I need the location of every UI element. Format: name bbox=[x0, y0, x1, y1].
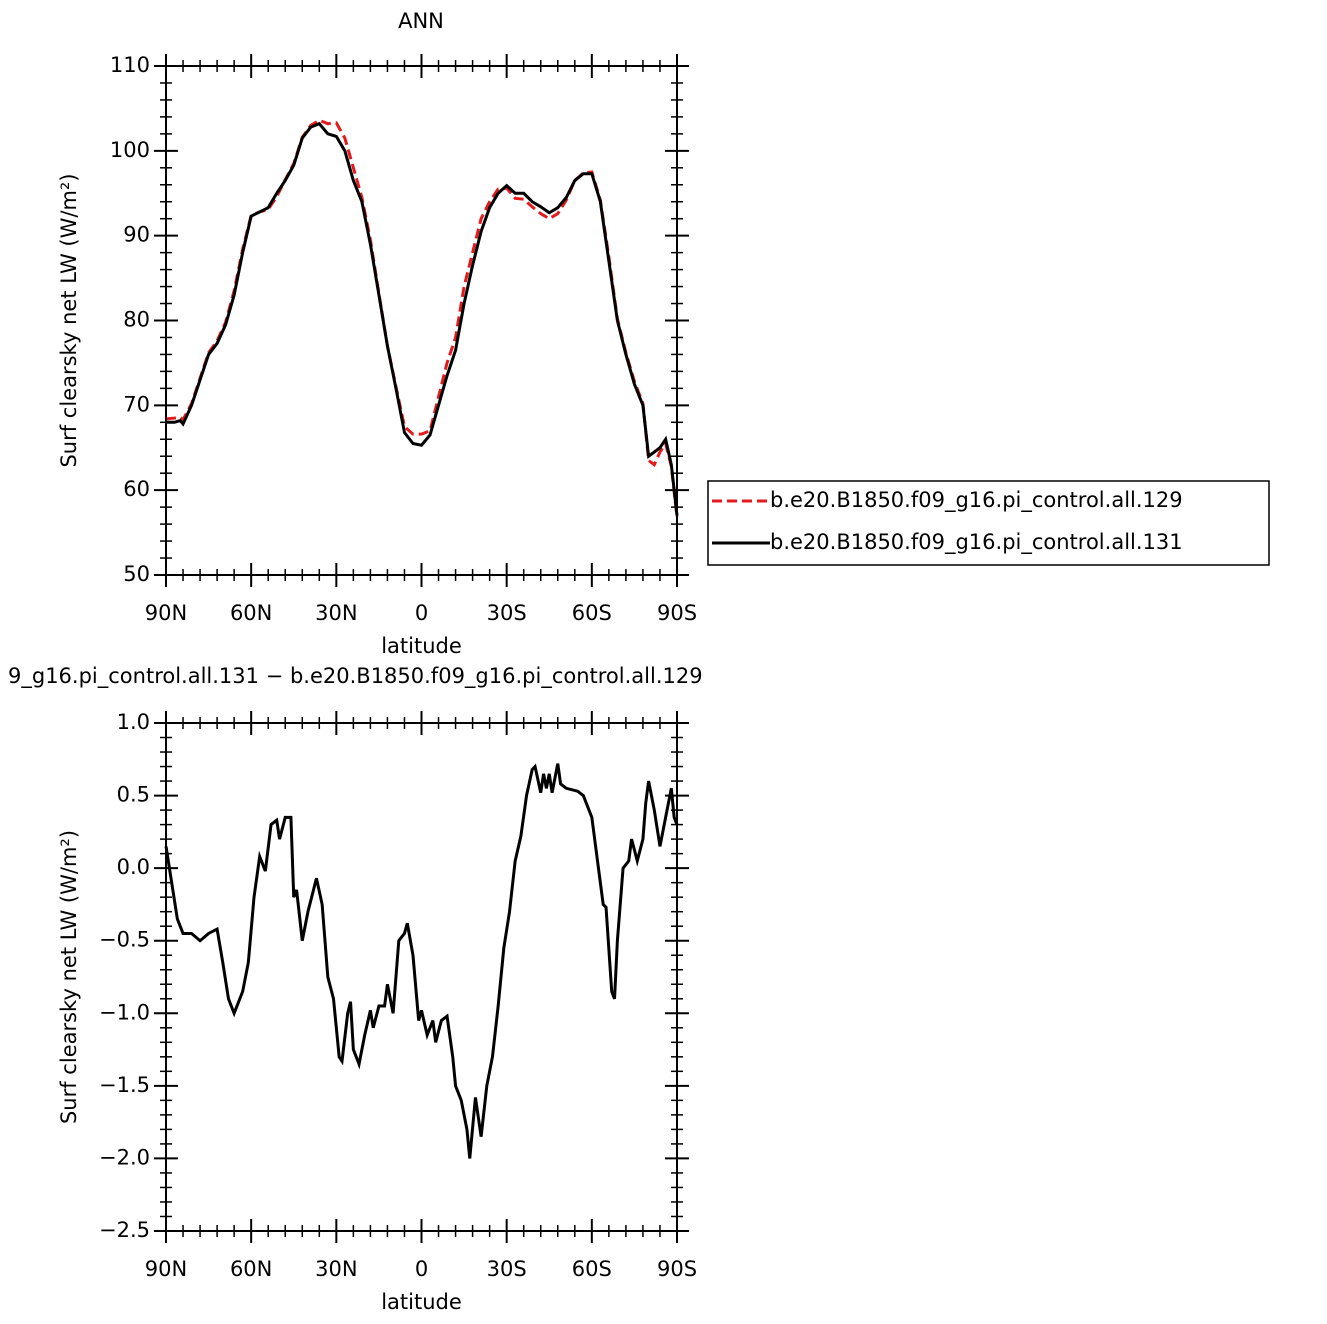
y-tick-label: 0.0 bbox=[117, 855, 150, 879]
y-tick-label: −1.5 bbox=[99, 1073, 150, 1097]
x-tick-label: 60S bbox=[572, 1257, 612, 1281]
x-tick-label: 30N bbox=[315, 601, 357, 625]
x-tick-label: 0 bbox=[415, 601, 428, 625]
data-line bbox=[164, 763, 679, 1159]
y-axis-label: Surf clearsky net LW (W/m²) bbox=[57, 173, 81, 467]
x-tick-label: 90S bbox=[657, 601, 697, 625]
y-tick-label: 60 bbox=[123, 477, 150, 501]
legend-label: b.e20.B1850.f09_g16.pi_control.all.131 bbox=[770, 530, 1183, 555]
x-tick-label: 60S bbox=[572, 601, 612, 625]
x-axis-label: latitude bbox=[381, 634, 462, 658]
x-tick-label: 30S bbox=[487, 1257, 527, 1281]
y-axis-label: Surf clearsky net LW (W/m²) bbox=[57, 830, 81, 1124]
x-axis-label: latitude bbox=[381, 1290, 462, 1314]
chart-title: 9_g16.pi_control.all.131 − b.e20.B1850.f… bbox=[8, 664, 703, 689]
y-tick-label: 100 bbox=[110, 138, 150, 162]
y-tick-label: 70 bbox=[123, 392, 150, 416]
y-tick-label: −0.5 bbox=[99, 928, 150, 952]
chart-title: ANN bbox=[398, 9, 444, 33]
y-tick-label: 80 bbox=[123, 308, 150, 332]
plot-frame bbox=[165, 65, 678, 576]
plot-frame bbox=[165, 722, 678, 1232]
x-tick-label: 60N bbox=[230, 1257, 272, 1281]
y-tick-label: 90 bbox=[123, 223, 150, 247]
x-tick-label: 30S bbox=[487, 601, 527, 625]
x-tick-label: 60N bbox=[230, 601, 272, 625]
legend-label: b.e20.B1850.f09_g16.pi_control.all.129 bbox=[770, 488, 1183, 513]
x-tick-label: 90N bbox=[145, 1257, 187, 1281]
x-tick-label: 0 bbox=[415, 1257, 428, 1281]
y-tick-label: 50 bbox=[123, 562, 150, 586]
y-tick-label: 1.0 bbox=[117, 710, 150, 734]
legend-box bbox=[707, 480, 1270, 566]
x-tick-label: 90S bbox=[657, 1257, 697, 1281]
x-tick-label: 90N bbox=[145, 601, 187, 625]
y-tick-label: −2.0 bbox=[99, 1145, 150, 1169]
y-tick-label: 110 bbox=[110, 53, 150, 77]
y-tick-label: −2.5 bbox=[99, 1218, 150, 1242]
data-line bbox=[166, 121, 679, 516]
y-tick-label: 0.5 bbox=[117, 783, 150, 807]
x-tick-label: 30N bbox=[315, 1257, 357, 1281]
y-tick-label: −1.0 bbox=[99, 1000, 150, 1024]
data-line bbox=[165, 118, 679, 518]
